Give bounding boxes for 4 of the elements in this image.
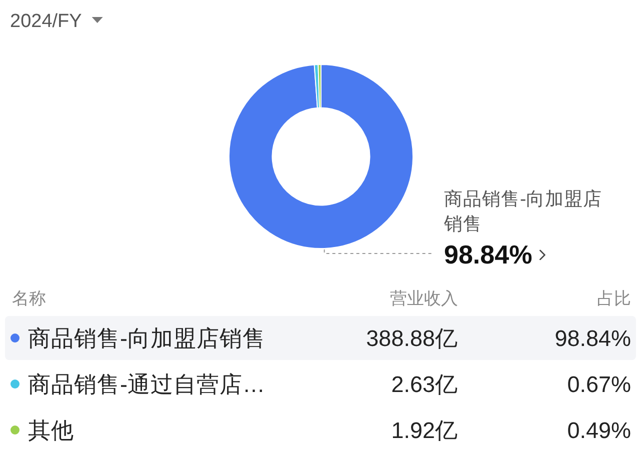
legend-title: 名称: [12, 289, 46, 308]
callout-label: 商品销售-向加盟店销售: [444, 186, 604, 236]
callout-value: 98.84%: [444, 239, 532, 270]
title: 2024/FY: [10, 11, 82, 32]
